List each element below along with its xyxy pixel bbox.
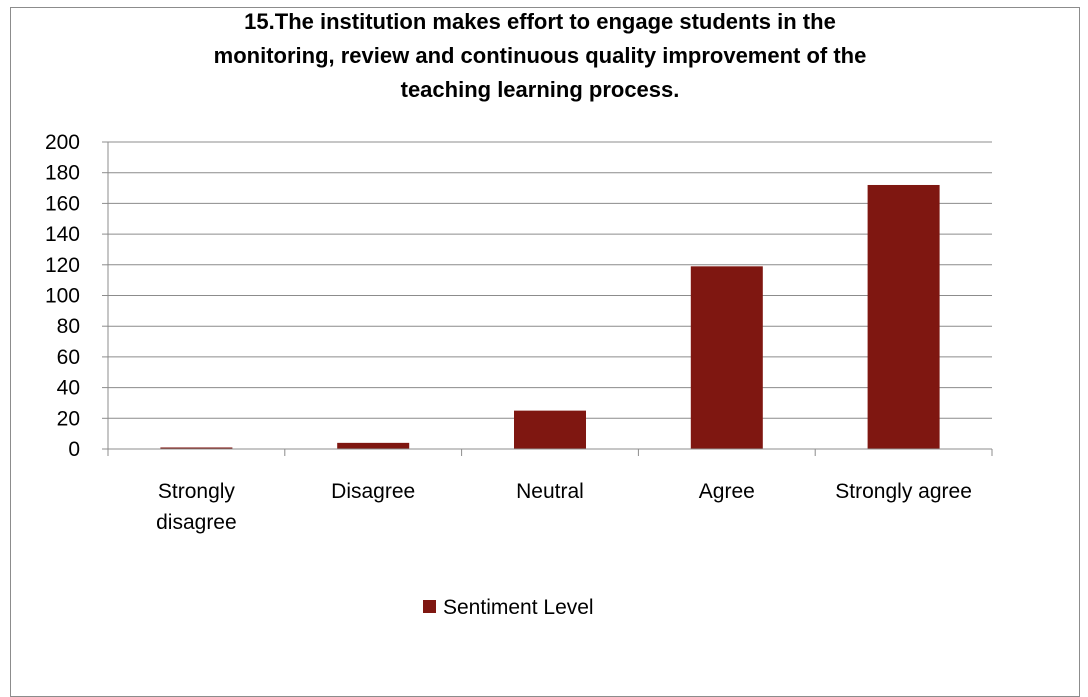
y-tick-label: 40 (57, 377, 80, 400)
legend: Sentiment Level (423, 596, 594, 619)
y-tick-label: 100 (45, 285, 80, 308)
bar (160, 447, 233, 449)
bar (690, 266, 763, 449)
chart-title: 15.The institution makes effort to engag… (214, 9, 867, 102)
gridlines (108, 141, 992, 419)
axes (107, 142, 993, 456)
y-tick-label: 160 (45, 192, 80, 215)
chart-title-line: monitoring, review and continuous qualit… (214, 43, 867, 68)
y-tick-label: 80 (57, 315, 80, 338)
bar (867, 184, 940, 450)
x-category-label: Disagree (331, 480, 415, 503)
bars (160, 184, 940, 450)
x-axis-categories: Strongly disagree Disagree Neutral Agree Stro… (156, 480, 972, 534)
y-tick-label: 0 (68, 438, 80, 461)
x-category-label: Strongly (158, 480, 236, 503)
chart-title-line: 15.The institution makes effort to engag… (244, 9, 836, 34)
legend-swatch (423, 600, 436, 613)
y-tick-label: 120 (45, 254, 80, 277)
bar (514, 410, 586, 449)
y-tick-label: 140 (45, 223, 80, 246)
bar (337, 442, 410, 449)
legend-label: Sentiment Level (443, 596, 594, 619)
x-category-label: Agree (699, 480, 755, 503)
x-category-label: disagree (156, 511, 237, 534)
y-tick-label: 200 (45, 131, 80, 154)
y-tick-label: 180 (45, 162, 80, 185)
x-category-label: Strongly agree (835, 480, 972, 503)
chart-title-line: teaching learning process. (401, 77, 680, 102)
x-category-label: Neutral (516, 480, 584, 503)
y-tick-label: 60 (57, 346, 80, 369)
y-axis-ticks: 0 20 40 60 80 100 120 140 160 180 200 (45, 131, 108, 461)
y-tick-label: 20 (57, 407, 80, 430)
